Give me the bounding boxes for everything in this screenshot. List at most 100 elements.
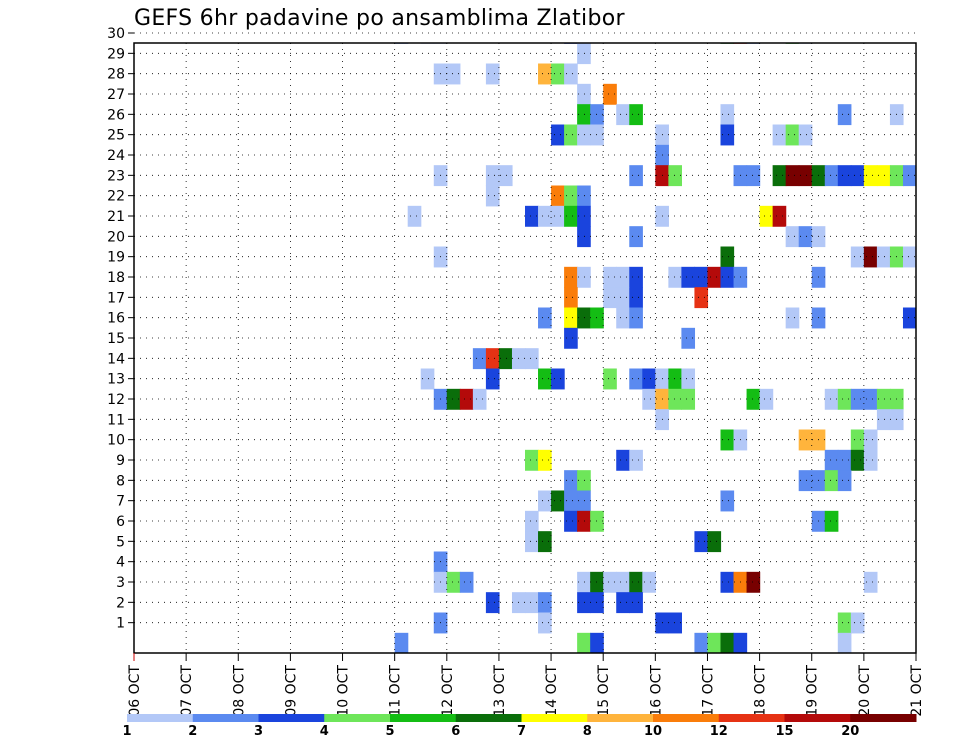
heatmap-cell [538, 592, 552, 614]
grid-layer [134, 32, 916, 653]
heatmap-cell [863, 571, 878, 593]
colorbar-label: 20 [841, 724, 859, 739]
colorbar-swatch [390, 714, 457, 722]
colorbar-label: 5 [385, 724, 394, 739]
y-tick-label: 2 [116, 595, 125, 611]
y-tick-label: 13 [107, 372, 125, 388]
heatmap-cell [785, 226, 800, 248]
heatmap-cell [837, 632, 852, 653]
heatmap-cell [629, 307, 643, 329]
y-tick-label: 16 [107, 311, 125, 327]
heatmap-cell [629, 592, 643, 614]
heatmap-cell [459, 388, 474, 410]
y-tick-label: 17 [107, 290, 125, 306]
heatmap-cell [577, 470, 591, 492]
heatmap-cell [720, 429, 735, 451]
y-tick-label: 30 [107, 26, 125, 42]
y-tick-label: 21 [107, 209, 125, 225]
heatmap-cell [746, 571, 761, 593]
heatmap-cell [681, 388, 696, 410]
x-tick-label: 14 OCT [544, 665, 560, 717]
heatmap-cell [902, 165, 916, 187]
heatmap-cell [525, 449, 539, 471]
x-tick-label: 06 OCT [127, 665, 143, 717]
x-tick-label: 18 OCT [753, 665, 769, 717]
colorbar-swatch [324, 714, 391, 722]
heatmap-cell [485, 348, 500, 370]
heatmap-cell [538, 205, 552, 227]
heatmap-cell [551, 490, 565, 512]
heatmap-cell [629, 368, 643, 390]
colorbar-swatch [718, 714, 785, 722]
heatmap-cell [707, 266, 722, 288]
heatmap-cell [720, 104, 735, 126]
heatmap-cell [538, 449, 552, 471]
heatmap-cell [876, 409, 891, 431]
x-tick-label: 20 OCT [857, 665, 873, 717]
heatmap-cell [694, 266, 709, 288]
heatmap-cell [798, 165, 813, 187]
heatmap-cell [616, 449, 630, 471]
heatmap-cell [720, 124, 735, 146]
heatmap-cell [876, 388, 891, 410]
heatmap-cell [564, 205, 578, 227]
heatmap-cell [785, 124, 800, 146]
y-tick-label: 25 [107, 128, 125, 144]
heatmap-cell [603, 287, 617, 309]
heatmap-cell [472, 348, 487, 370]
heatmap-cell [603, 83, 617, 105]
colorbar-label: 1 [122, 724, 131, 739]
heatmap-cell [577, 185, 591, 207]
heatmap-cell [785, 165, 800, 187]
heatmap-cell [564, 327, 578, 349]
colorbar-swatch [192, 714, 259, 722]
x-tick-label: 08 OCT [231, 665, 247, 717]
colorbar-label: 15 [775, 724, 793, 739]
colorbar-label: 12 [710, 724, 728, 739]
heatmap-cell [668, 266, 682, 288]
heatmap-cell [746, 388, 761, 410]
x-tick-label: 16 OCT [648, 665, 664, 717]
heatmap-cell [485, 368, 500, 390]
heatmap-cell [538, 63, 552, 85]
heatmap-cell [824, 470, 839, 492]
heatmap-cell [485, 592, 500, 614]
colorbar-swatch [127, 714, 194, 722]
heatmap-cell [616, 307, 630, 329]
heatmap-cell [420, 368, 435, 390]
x-tick-label: 10 OCT [336, 665, 352, 717]
heatmap-cell [485, 165, 500, 187]
y-tick-label: 10 [107, 433, 125, 449]
y-tick-label: 23 [107, 168, 125, 184]
heatmap-cell [850, 612, 865, 634]
heatmap-cell [837, 449, 852, 471]
heatmap-cell [772, 165, 787, 187]
colorbar-label: 8 [583, 724, 592, 739]
heatmap-cell [850, 246, 865, 268]
heatmap-cell [629, 165, 643, 187]
heatmap-cell [876, 165, 891, 187]
heatmap-cell [577, 632, 591, 653]
heatmap-cell [850, 449, 865, 471]
heatmap-cell [459, 571, 474, 593]
heatmap-cell [472, 388, 487, 410]
heatmap-cell [629, 226, 643, 248]
heatmap-cell [824, 388, 839, 410]
heatmap-cell [446, 388, 461, 410]
colorbar-swatch [587, 714, 654, 722]
heatmap-cell [525, 510, 539, 532]
heatmap-cell [759, 388, 774, 410]
y-tick-label: 22 [107, 189, 125, 205]
y-tick-label: 5 [116, 534, 125, 550]
heatmap-cell [564, 63, 578, 85]
heatmap-cell [629, 287, 643, 309]
heatmap-cell [902, 246, 916, 268]
heatmap-cell [538, 307, 552, 329]
heatmap-cell [498, 165, 513, 187]
heatmap-cell [485, 63, 500, 85]
chart-title: GEFS 6hr padavine po ansamblima Zlatibor [134, 6, 625, 31]
heatmap-cell [564, 185, 578, 207]
heatmap-cell [616, 266, 630, 288]
y-tick-label: 7 [116, 494, 125, 510]
y-tick-label: 14 [107, 351, 125, 367]
